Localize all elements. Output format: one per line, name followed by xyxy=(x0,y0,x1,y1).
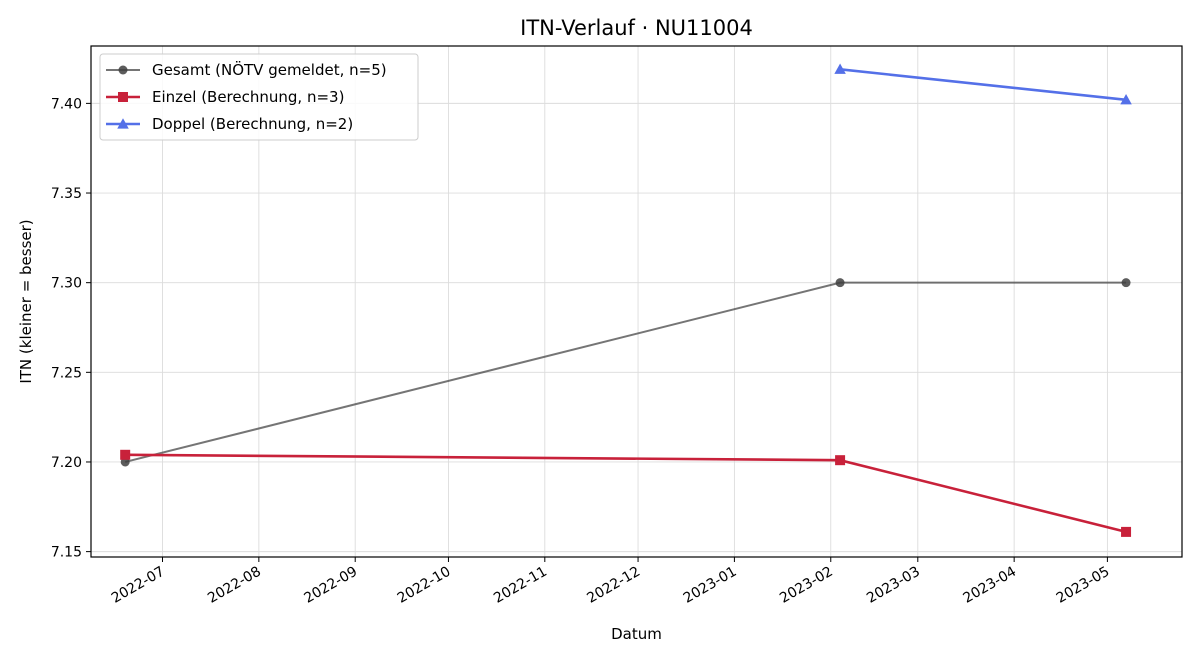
legend-box xyxy=(99,53,419,141)
data-point xyxy=(834,63,846,74)
data-point xyxy=(835,455,846,466)
y-tick-label: 7.40 xyxy=(51,96,82,112)
legend-item: Doppel (Berechnung, n=2) xyxy=(106,115,353,133)
series-triangle xyxy=(834,63,1132,105)
chart-title: ITN-Verlauf · NU11004 xyxy=(520,16,753,40)
legend: Gesamt (NÖTV gemeldet, n=5) Einzel (Berec… xyxy=(99,53,419,141)
legend-marker xyxy=(118,65,128,75)
data-point xyxy=(1121,526,1132,537)
y-tick-label: 7.30 xyxy=(51,276,82,292)
legend-item: Einzel (Berechnung, n=3) xyxy=(106,88,344,106)
plot-area-frame xyxy=(90,45,1183,558)
x-axis-label: Datum xyxy=(611,625,662,643)
series-square xyxy=(120,449,1132,537)
y-tick-label: 7.35 xyxy=(51,186,82,202)
y-tick-label: 7.20 xyxy=(51,455,82,471)
legend-item: Gesamt (NÖTV gemeldet, n=5) xyxy=(106,60,387,79)
data-point xyxy=(1121,278,1131,288)
y-tick-label: 7.15 xyxy=(51,545,82,561)
y-tick-label: 7.25 xyxy=(51,365,82,381)
data-point xyxy=(1120,94,1132,105)
data-point xyxy=(835,278,845,288)
legend-marker xyxy=(118,92,128,102)
legend-marker xyxy=(117,118,129,129)
series-line xyxy=(839,68,1127,102)
data-point xyxy=(120,449,131,460)
legend-label: Gesamt (NÖTV gemeldet, n=5) xyxy=(152,60,387,79)
legend-label: Doppel (Berechnung, n=2) xyxy=(152,115,353,133)
legend-label: Einzel (Berechnung, n=3) xyxy=(152,88,344,106)
y-axis-label: ITN (kleiner = besser) xyxy=(17,219,35,383)
series-group xyxy=(120,63,1132,537)
